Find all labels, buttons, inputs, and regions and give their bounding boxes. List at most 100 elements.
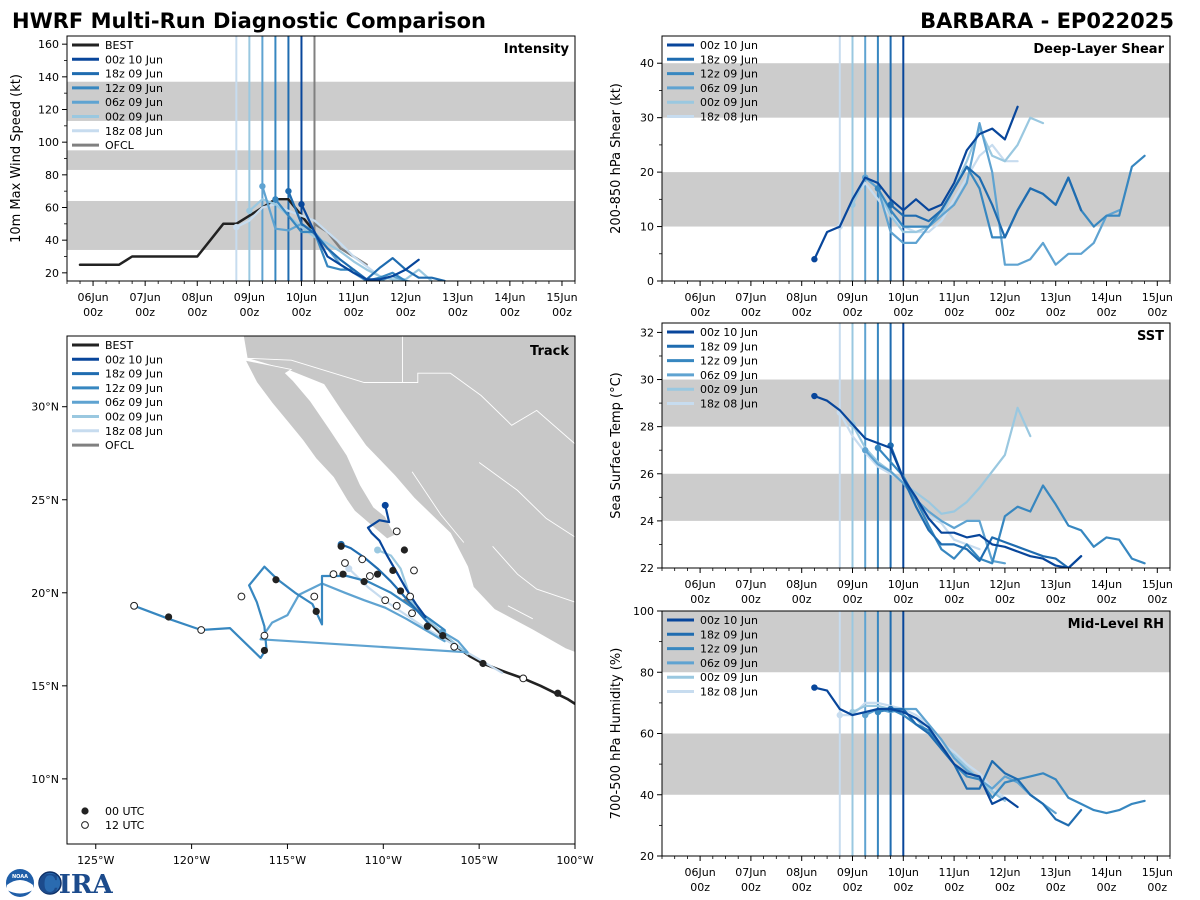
legend-background (69, 338, 197, 456)
series-line-1 (889, 444, 1083, 568)
legend-label: 18z 09 Jun (700, 628, 758, 641)
x-tick-label: 13Jun (1040, 291, 1071, 304)
utc00-marker (360, 578, 368, 586)
y-tick-label: 100 (38, 136, 59, 149)
y-tick-label: 20 (640, 850, 654, 863)
marker-legend-label: 00 UTC (105, 805, 145, 818)
series-line-2 (876, 446, 1146, 565)
x-tick-label: 00z (792, 593, 812, 606)
track-map-panel: 125°W 120°W 115°W 110°W 105°W 100°W 10°N 15°N 20… (31, 335, 594, 867)
y-tick-label: 120 (38, 104, 59, 117)
y-tick-label: 80 (640, 666, 654, 679)
x-tick-label: 00z (1046, 881, 1066, 894)
utc12-marker (341, 559, 349, 567)
utc12-marker (519, 674, 528, 683)
x-tick-label: 00z (690, 593, 710, 606)
x-tick-label: 09Jun (837, 291, 868, 304)
y-axis-label: 10m Max Wind Speed (kt) (9, 74, 24, 243)
legend-label: 18z 09 Jun (700, 53, 758, 66)
y-tick-label: 32 (640, 326, 654, 339)
x-tick-label: 00z (741, 881, 761, 894)
y-tick-label: 40 (640, 789, 654, 802)
series-init-point (811, 392, 818, 400)
legend-label: 12z 09 Jun (700, 68, 758, 81)
series-init-point (887, 201, 894, 208)
utc12-marker (410, 566, 418, 575)
x-tick-label: 00z (292, 306, 312, 319)
utc00-marker (396, 587, 405, 595)
legend-label: 12z 09 Jun (700, 643, 758, 656)
x-tick-label: 10Jun (888, 866, 919, 879)
x-tick-label: 09Jun (234, 291, 265, 304)
x-tick-label: 00z (448, 306, 468, 319)
x-tick-label: 07Jun (735, 866, 766, 879)
x-tick-label: 00z (1147, 593, 1167, 606)
x-tick-label: 00z (792, 306, 812, 319)
x-tick-label: 06Jun (77, 291, 108, 304)
series-line-0 (813, 686, 1019, 809)
map-area (130, 336, 575, 706)
utc00-marker (479, 659, 487, 668)
lat-tick-label: 30°N (31, 401, 59, 414)
legend-label: 06z 09 Jun (700, 657, 758, 670)
utc12-marker (406, 592, 415, 601)
x-tick-label: 00z (893, 306, 913, 319)
intensity-panel: 20 40 60 80 100 120 140 160 06Jun 00z 07Jun 00z 08Ju… (9, 35, 578, 319)
x-tick-label: 15Jun (546, 291, 577, 304)
legend-label: 12z 09 Jun (105, 82, 163, 95)
x-tick-label: 00z (944, 306, 964, 319)
lon-tick-label: 115°W (269, 854, 306, 867)
y-tick-label: 80 (45, 169, 59, 182)
legend-label: 06z 09 Jun (700, 369, 758, 382)
utc12-marker (392, 601, 401, 610)
political-border (411, 471, 465, 543)
x-tick-label: 06Jun (685, 578, 716, 591)
panel-title: Track (530, 344, 569, 359)
utc00-marker (339, 570, 347, 578)
legend-label: 18z 09 Jun (105, 368, 163, 381)
utc00-marker (400, 546, 408, 554)
panel-title: Deep-Layer Shear (1033, 42, 1164, 57)
x-tick-label: 00z (1097, 306, 1117, 319)
legend-label: 00z 09 Jun (700, 96, 758, 109)
x-tick-label: 00z (690, 881, 710, 894)
y-tick-label: 100 (633, 605, 654, 618)
legend-label: 18z 08 Jun (105, 425, 163, 438)
rh-panel: 20 40 60 80 100 06Jun 00z 07Jun 00z 08Jun 00z 09Jun… (609, 605, 1173, 894)
x-tick-label: 14Jun (1091, 866, 1122, 879)
x-tick-label: 06Jun (685, 291, 716, 304)
x-tick-label: 00z (741, 593, 761, 606)
x-tick-label: 09Jun (837, 578, 868, 591)
plot-area (662, 323, 1170, 568)
y-tick-label: 30 (640, 112, 654, 125)
x-tick-label: 00z (552, 306, 572, 319)
cira-logo-text: CIRA (38, 870, 113, 900)
x-tick-label: 15Jun (1142, 578, 1173, 591)
legend-label: 00z 10 Jun (700, 326, 758, 339)
x-tick-label: 12Jun (989, 578, 1020, 591)
utc00-marker (439, 631, 447, 640)
x-tick-label: 00z (187, 306, 207, 319)
x-tick-label: 08Jun (786, 291, 817, 304)
plot-area (67, 36, 575, 281)
x-tick-label: 09Jun (837, 866, 868, 879)
plot-area (662, 36, 1170, 281)
x-tick-label: 00z (239, 306, 259, 319)
y-tick-label: 10 (640, 221, 654, 234)
panel-title: Intensity (504, 42, 570, 57)
x-tick-label: 10Jun (888, 291, 919, 304)
utc00-marker (423, 622, 431, 630)
political-border (492, 546, 575, 603)
x-tick-label: 00z (1147, 881, 1167, 894)
series-line-2 (876, 707, 1146, 815)
series-init-point (285, 187, 292, 195)
lat-tick-label: 20°N (31, 587, 59, 600)
marker-legend-label: 12 UTC (105, 819, 145, 832)
utc12-marker (365, 572, 374, 580)
y-tick-label: 20 (45, 267, 59, 280)
y-tick-label: 24 (640, 515, 654, 528)
model-track-path-2 (133, 565, 446, 660)
legend-label: 00z 10 Jun (105, 353, 163, 366)
utc12-marker (130, 601, 138, 610)
lon-tick-label: 100°W (556, 854, 593, 867)
